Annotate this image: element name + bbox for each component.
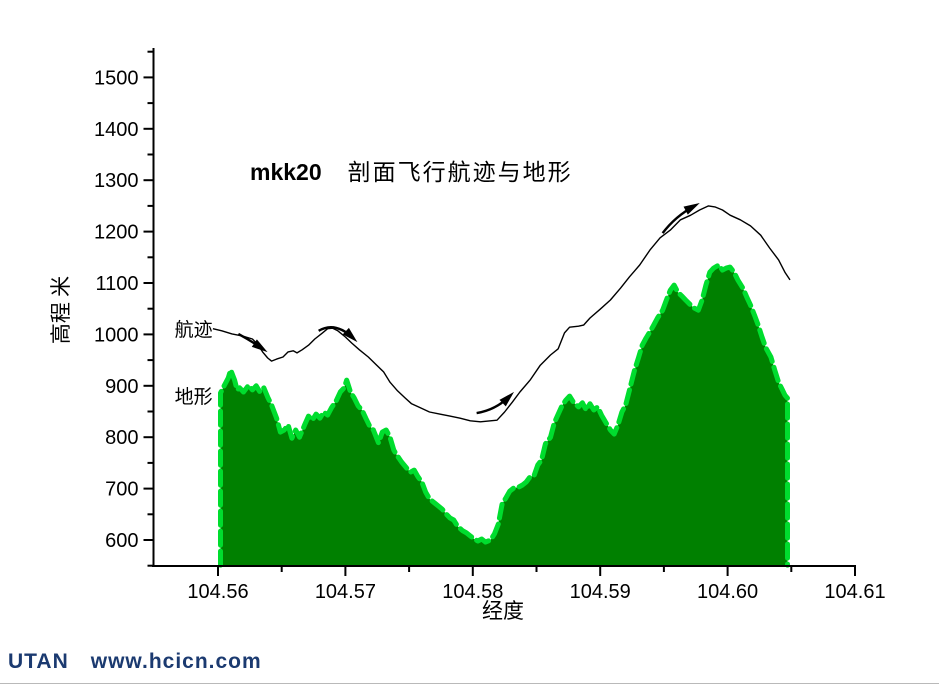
y-tick-label: 1100	[95, 273, 138, 295]
x-tick-label: 104.60	[697, 581, 758, 603]
arrowhead-icon	[684, 203, 700, 215]
terrain-area-series	[221, 265, 788, 565]
y-tick-label: 900	[105, 376, 138, 398]
chart-title-prefix: mkk20	[250, 159, 322, 186]
y-axis-title: 高程 米	[49, 276, 73, 344]
y-tick-label: 600	[105, 530, 138, 552]
terrain-fill	[221, 265, 788, 565]
slide-canvas: 航迹地形 600 700 800 900 1000 1100 1200 1300 1400 1500…	[0, 0, 939, 688]
arrowhead-icon	[343, 328, 358, 342]
footer-url: www.hcicn.com	[91, 650, 262, 674]
bottom-divider	[0, 683, 939, 684]
y-tick-label: 1400	[94, 119, 139, 141]
y-tick-label: 700	[105, 479, 138, 501]
series-labels: 航迹地形	[175, 319, 213, 408]
footer-brand: UTAN	[8, 650, 69, 674]
elevation-profile-chart: 航迹地形 600 700 800 900 1000 1100 1200 1300 1400 1500…	[0, 0, 939, 688]
x-axis-title: 经度	[482, 599, 524, 623]
chart-title-text: 剖面飞行航迹与地形	[348, 153, 573, 187]
y-tick-label: 800	[105, 427, 138, 449]
y-tick-label: 1000	[94, 324, 139, 346]
terrain-series-label: 地形	[175, 386, 213, 408]
x-tick-label: 104.61	[824, 581, 885, 603]
track-series-label: 航迹	[175, 319, 213, 341]
x-tick-label: 104.59	[570, 581, 631, 603]
y-tick-label: 1500	[94, 67, 139, 89]
x-tick-label: 104.57	[315, 581, 376, 603]
chart-title: mkk20 剖面飞行航迹与地形	[250, 153, 573, 187]
x-tick-label: 104.56	[187, 581, 248, 603]
y-tick-label: 1300	[94, 170, 139, 192]
footer-watermark: UTAN www.hcicn.com	[8, 650, 262, 674]
y-tick-label: 1200	[94, 222, 139, 244]
